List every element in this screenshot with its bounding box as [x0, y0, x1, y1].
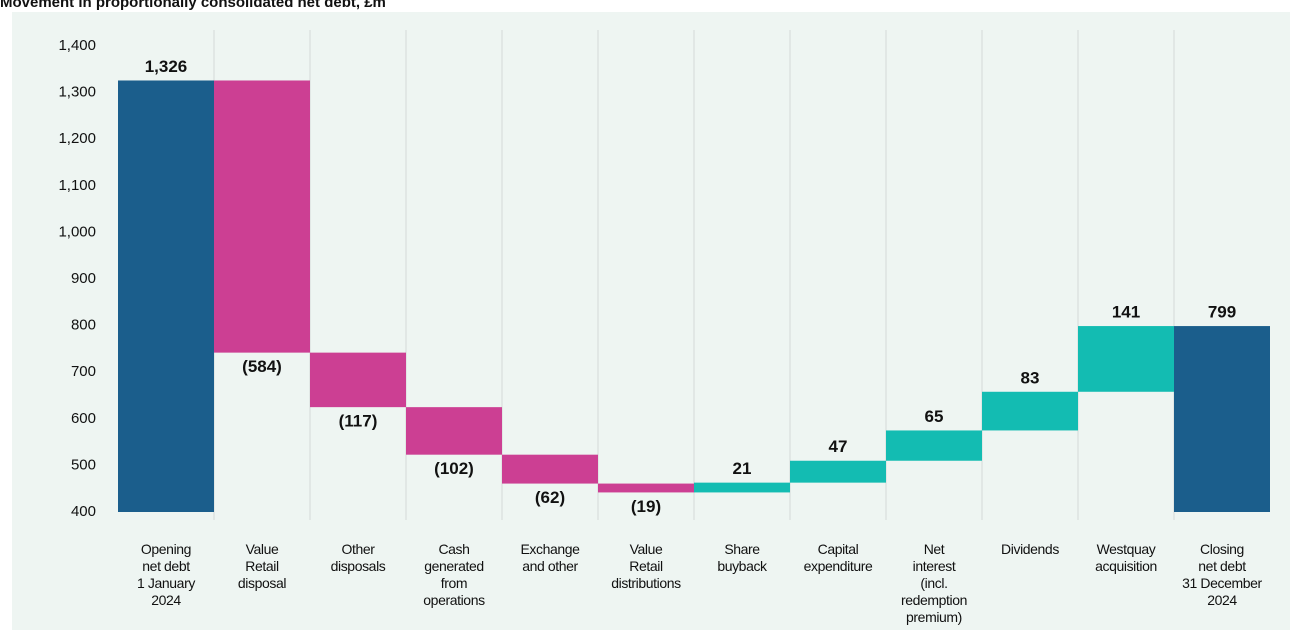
- value-label: (19): [631, 497, 661, 516]
- value-label: (584): [242, 357, 282, 376]
- bar: [214, 80, 310, 353]
- chart-title: Movement in proportionally consolidated …: [0, 0, 386, 11]
- bar: [406, 407, 502, 455]
- y-tick-label: 1,000: [58, 223, 96, 240]
- x-tick-label: Net interest (incl. redemption premium): [900, 541, 968, 625]
- bar: [1174, 326, 1270, 512]
- y-tick-label: 1,100: [58, 177, 96, 194]
- bar: [118, 80, 214, 512]
- x-tick-label: Share buyback: [717, 541, 767, 574]
- x-tick-label: Dividends: [1001, 541, 1059, 557]
- y-tick-label: 1,300: [58, 84, 96, 101]
- y-tick-label: 1,400: [58, 37, 96, 54]
- value-label: (62): [535, 488, 565, 507]
- bar: [310, 352, 406, 408]
- x-tick-label: Opening net debt 1 January 2024: [137, 541, 195, 608]
- value-label: 1,326: [145, 57, 188, 76]
- x-tick-label: Exchange and other: [520, 541, 580, 574]
- x-tick-label: Capital expenditure: [803, 541, 873, 574]
- y-tick-label: 400: [71, 503, 96, 520]
- y-tick-label: 700: [71, 363, 96, 380]
- bar: [598, 483, 694, 493]
- value-label: 65: [925, 407, 944, 426]
- x-tick-label: Other disposals: [330, 541, 386, 574]
- x-tick-label: Closing net debt 31 December 2024: [1182, 541, 1262, 608]
- bar: [886, 430, 982, 461]
- y-tick-label: 600: [71, 410, 96, 427]
- value-label: 799: [1208, 303, 1236, 322]
- bar: [790, 460, 886, 483]
- value-label: 47: [829, 437, 848, 456]
- value-label: (117): [339, 412, 378, 431]
- value-label: 83: [1021, 368, 1040, 387]
- value-label: (102): [434, 459, 474, 478]
- bar: [502, 454, 598, 484]
- value-label: 141: [1112, 303, 1140, 322]
- y-tick-label: 1,200: [58, 130, 96, 147]
- bar: [982, 391, 1078, 431]
- y-tick-label: 800: [71, 317, 96, 334]
- value-label: 21: [733, 459, 752, 478]
- bar: [694, 482, 790, 493]
- x-tick-label: Value Retail disposal: [237, 541, 287, 591]
- y-tick-label: 900: [71, 270, 96, 287]
- x-tick-label: Value Retail distributions: [611, 541, 681, 591]
- bar: [1078, 326, 1174, 392]
- x-tick-label: Cash generated from operations: [423, 541, 485, 608]
- y-tick-label: 500: [71, 456, 96, 473]
- x-tick-label: Westquay acquisition: [1095, 541, 1157, 574]
